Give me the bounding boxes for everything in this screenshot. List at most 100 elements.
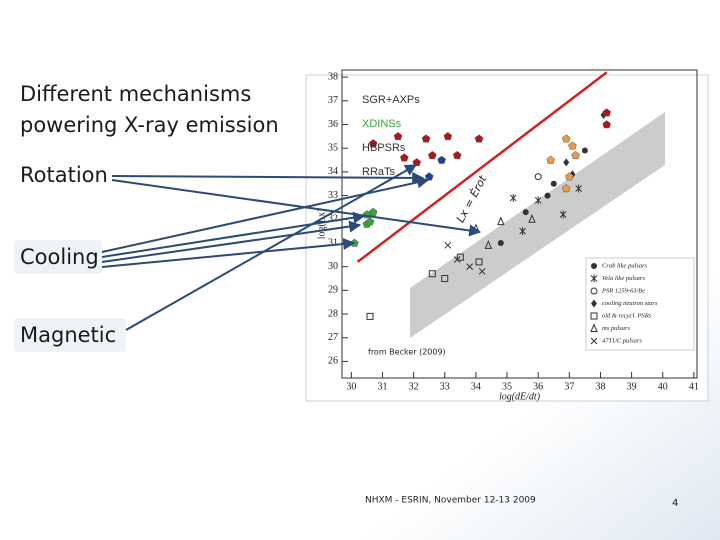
data-point [441, 274, 449, 282]
data-point [590, 312, 598, 320]
data-point [559, 210, 567, 219]
page-number: 4 [672, 498, 678, 509]
x-tick-label: 38 [595, 381, 605, 392]
y-axis-label: log(Lx) [316, 209, 327, 240]
y-tick-label: 28 [328, 308, 338, 319]
legend-box [585, 257, 695, 351]
legend-label: Vela like pulsars [602, 275, 645, 282]
data-point [368, 207, 378, 216]
data-point [466, 263, 474, 270]
data-point [602, 120, 611, 129]
data-point [443, 132, 453, 141]
data-point [575, 184, 583, 193]
group-label: HBPSRs [362, 142, 406, 154]
legend-label: PSR 1259-63/Be [601, 287, 645, 294]
data-point [568, 141, 577, 150]
data-point [561, 134, 571, 143]
legend-label: 47TUC pulsars [602, 337, 642, 344]
data-point [602, 108, 611, 117]
data-point [497, 216, 505, 226]
data-point [546, 155, 555, 164]
plot-frame [341, 69, 698, 379]
x-axis-label: log(dE/dt) [499, 391, 541, 402]
x-tick-label: 33 [440, 381, 450, 392]
arrow [101, 238, 356, 268]
data-point [393, 132, 403, 141]
data-point [550, 180, 557, 187]
data-point [565, 172, 574, 181]
y-tick-label: 27 [328, 332, 338, 343]
data-point [475, 258, 483, 266]
y-tick-label: 33 [328, 190, 338, 201]
data-point [478, 268, 486, 275]
data-point [590, 274, 598, 283]
source-note: from Becker (2009) [368, 348, 446, 357]
arrow [101, 176, 430, 253]
arrow [125, 164, 418, 331]
y-tick-label: 31 [328, 237, 338, 248]
heading: Different mechanisms [20, 82, 251, 106]
x-tick-label: 39 [627, 381, 637, 392]
data-point [421, 134, 431, 143]
label-box [14, 318, 126, 352]
data-point [444, 241, 452, 249]
group-label: RRaTs [362, 166, 396, 178]
data-point [366, 312, 374, 320]
group-label: SGR+AXPs [362, 94, 420, 106]
x-tick-label: 34 [471, 381, 481, 392]
y-tick-label: 36 [328, 119, 338, 130]
x-tick-label: 32 [409, 381, 419, 392]
data-point [590, 287, 598, 295]
mechanism-label: Cooling [20, 245, 99, 269]
y-tick-label: 38 [328, 71, 338, 82]
group-label: XDINSs [362, 118, 402, 130]
reference-line [356, 71, 608, 263]
legend-label: cooling neutron stars [602, 300, 658, 307]
data-point [484, 240, 493, 249]
arrows [101, 164, 482, 331]
data-point [428, 270, 436, 278]
data-point [399, 153, 409, 162]
data-point [452, 150, 462, 160]
data-point [368, 139, 378, 148]
data-point [590, 323, 598, 332]
data-point [561, 184, 571, 193]
data-point [474, 134, 484, 143]
data-point [456, 253, 464, 261]
data-point [437, 155, 446, 164]
data-point [509, 193, 517, 202]
x-tick-label: 36 [533, 381, 543, 392]
x-tick-label: 35 [502, 381, 512, 392]
x-tick-label: 31 [377, 381, 387, 392]
x-tick-label: 30 [346, 381, 356, 392]
label-box [14, 240, 102, 274]
y-tick-label: 35 [328, 142, 338, 153]
data-point [519, 227, 526, 236]
data-point [590, 337, 598, 345]
y-tick-label: 37 [328, 95, 338, 106]
legend-label: Crab like pulsars [602, 262, 648, 269]
data-point [563, 158, 570, 167]
footer: NHXM - ESRIN, November 12-13 2009 [365, 496, 536, 506]
arrow [101, 220, 362, 263]
mechanism-label: Magnetic [20, 323, 116, 347]
data-point [534, 196, 542, 205]
arrow [101, 211, 366, 258]
data-point [591, 263, 597, 269]
fit-band [410, 112, 665, 338]
x-tick-label: 40 [658, 381, 668, 392]
x-tick-label: 41 [689, 381, 699, 392]
mechanism-label: Rotation [20, 163, 108, 187]
y-tick-label: 30 [328, 261, 338, 272]
arrow [111, 179, 482, 237]
data-point [528, 213, 536, 223]
y-tick-label: 32 [328, 214, 338, 225]
arrow [111, 171, 425, 184]
legend-label: old & recycl. PSRs [602, 312, 652, 319]
data-point [581, 147, 588, 154]
data-point [365, 217, 375, 226]
data-point [428, 150, 437, 160]
legend-label: ms pulsars [602, 325, 630, 332]
data-point [497, 239, 504, 246]
data-point [591, 299, 597, 308]
